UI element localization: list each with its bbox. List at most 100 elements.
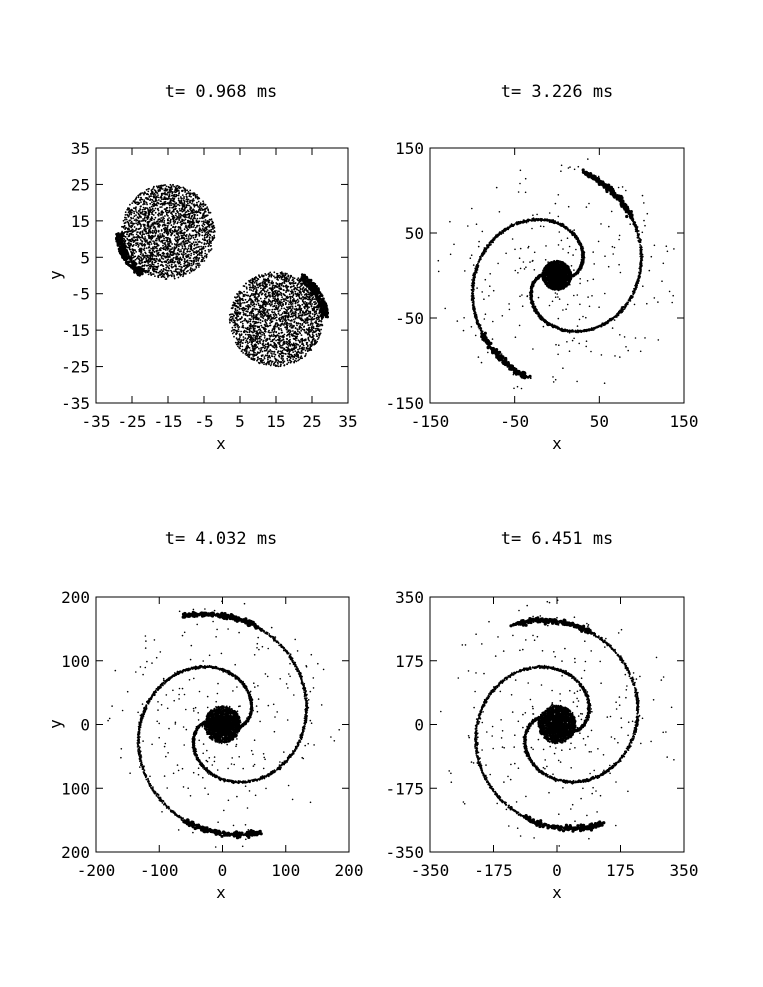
particle-point [294, 330, 296, 333]
particle-point [271, 286, 274, 289]
particle-point [122, 242, 126, 246]
particle-point [256, 337, 258, 339]
particle-point [175, 185, 178, 188]
particle-point [289, 316, 292, 318]
particle-point [173, 275, 176, 278]
particle-point [133, 255, 136, 258]
particle-point [314, 313, 317, 316]
particle-point [260, 347, 262, 349]
particle-point [314, 330, 317, 333]
particle-point [147, 267, 150, 269]
particle-point [255, 321, 258, 324]
particle-point [147, 259, 150, 262]
particle-point [198, 264, 201, 266]
particle-point [154, 197, 157, 200]
particle-point [286, 359, 289, 362]
particle-point [170, 202, 173, 205]
particle-point [167, 186, 170, 188]
particle-point [178, 219, 181, 221]
particle-point [239, 317, 242, 320]
particle-point [290, 274, 292, 277]
particle-point [294, 350, 297, 353]
particle-point [264, 281, 266, 283]
particle-point [254, 345, 257, 348]
particle-point [257, 333, 259, 336]
particle-point [161, 194, 163, 197]
particle-point [169, 220, 172, 222]
particle-point [270, 363, 273, 365]
particle-point [266, 283, 268, 286]
particle-point [196, 217, 199, 220]
particle-point [316, 314, 319, 317]
particle-point [271, 340, 274, 343]
particle-point [174, 229, 177, 232]
particle-point [167, 237, 170, 239]
particle-point [206, 240, 209, 242]
particle-point [201, 227, 204, 230]
particle-point [166, 256, 168, 259]
particle-point [300, 347, 303, 350]
particle-point [168, 191, 171, 193]
particle-point [311, 333, 314, 336]
particle-point [167, 231, 170, 234]
particle-point [171, 243, 174, 245]
particle-point [161, 257, 163, 260]
particle-point [194, 217, 196, 220]
particle-point [165, 266, 168, 269]
particle-point [203, 223, 206, 226]
particle-point [273, 299, 275, 302]
particle-point [271, 308, 274, 311]
particle-point [195, 233, 198, 236]
particle-point [177, 226, 180, 229]
particle-point [289, 341, 291, 344]
particle-point [139, 247, 142, 250]
particle-point [145, 197, 148, 199]
particle-point [268, 354, 271, 357]
particle-point [127, 241, 130, 244]
particle-point [156, 238, 159, 240]
particle-point [237, 299, 240, 301]
particle-point [239, 336, 241, 338]
particle-point [236, 339, 239, 341]
particle-point [180, 220, 182, 223]
particle-point [170, 254, 173, 257]
particle-point [186, 197, 188, 199]
particle-point [201, 209, 204, 212]
particle-point [255, 334, 258, 337]
particle-point [179, 256, 182, 259]
particle-point [177, 276, 180, 279]
particle-point [264, 346, 267, 348]
particle-point [259, 322, 262, 324]
particle-point [247, 342, 249, 345]
particle-point [173, 248, 176, 251]
particle-point [141, 208, 144, 211]
particle-point [195, 266, 198, 269]
particle-point [189, 212, 191, 215]
particle-point [302, 286, 305, 289]
particle-point [292, 282, 294, 285]
particle-point [148, 195, 151, 198]
particle-point [301, 328, 304, 331]
particle-point [301, 339, 304, 342]
particle-point [249, 284, 251, 286]
particle-point [191, 214, 194, 217]
particle-point [192, 261, 195, 264]
particle-point [292, 285, 295, 288]
particle-point [239, 341, 242, 343]
particle-point [171, 191, 174, 194]
particle-point [166, 188, 169, 191]
particle-point [296, 328, 299, 331]
particle-point [250, 310, 252, 313]
particle-point [280, 276, 283, 279]
particle-point [278, 282, 281, 285]
particle-point [270, 361, 273, 363]
particle-point [249, 297, 251, 300]
particle-point [137, 216, 139, 219]
particle-point [277, 310, 280, 313]
particle-point [143, 217, 146, 220]
particle-point [196, 225, 198, 228]
particle-point [297, 350, 300, 353]
particle-point [255, 317, 257, 319]
particle-point [242, 311, 245, 313]
particle-point [205, 256, 208, 259]
